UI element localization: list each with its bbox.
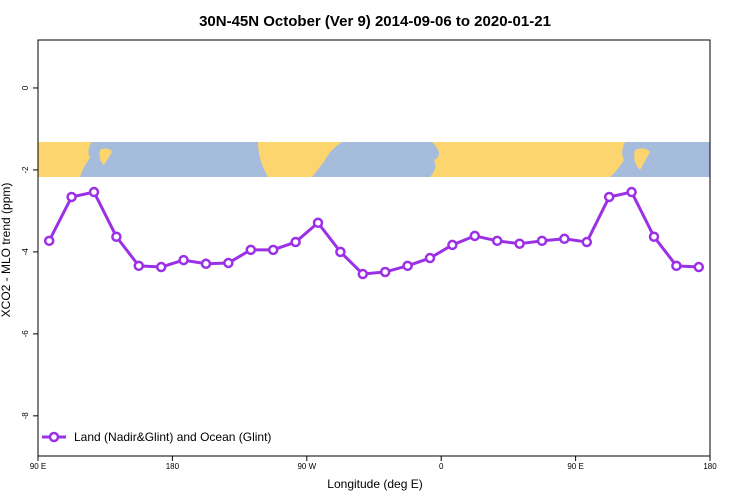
point [402,260,413,272]
land [99,148,112,165]
land [258,142,342,177]
x-axis-label: Longitude (deg E) [327,477,422,491]
y-tick-label: 0 [21,85,30,90]
point [267,244,279,256]
legend-label: Land (Nadir&Glint) and Ocean (Glint) [74,430,271,444]
legend: Land (Nadir&Glint) and Ocean (Glint) [42,430,271,444]
x-tick-label: 90 W [297,462,316,471]
plot-frame [37,39,711,457]
point [88,186,100,198]
point [447,239,458,251]
point [536,235,548,247]
map-band [38,142,710,177]
point [648,231,660,242]
point [581,236,593,248]
point [626,186,637,198]
x-tick-label: 90 E [30,462,46,471]
y-axis-label: XCO2 - MLO trend (ppm) [0,183,13,318]
x-tick-label: 0 [439,462,444,471]
point [559,233,570,245]
point [379,266,391,278]
land [430,142,625,177]
x-tick-label: 180 [166,462,180,471]
land [634,148,650,170]
point [290,236,301,248]
point [133,260,145,272]
point [671,260,682,272]
point [223,257,234,269]
point [43,235,55,247]
point [66,191,77,203]
point [111,231,122,242]
point [335,246,346,258]
series-line [47,190,699,276]
point [469,230,481,242]
y-tick-label: -8 [21,412,30,420]
chart-title: 30N-45N October (Ver 9) 2014-09-06 to 20… [199,13,551,30]
point [603,191,615,203]
point [245,244,257,256]
point [200,258,212,270]
point [491,235,503,247]
y-tick-label: -6 [21,330,30,338]
point [693,261,705,273]
y-tick-label: -4 [21,248,30,256]
x-tick-label: 180 [703,462,717,471]
x-tick-label: 90 E [567,462,583,471]
y-tick-label: -2 [21,166,30,174]
point [424,252,436,264]
legend-marker [48,431,60,443]
point [312,217,324,229]
land [38,142,92,177]
point [357,268,369,280]
point [514,238,525,249]
point [155,261,167,273]
point [178,254,189,266]
